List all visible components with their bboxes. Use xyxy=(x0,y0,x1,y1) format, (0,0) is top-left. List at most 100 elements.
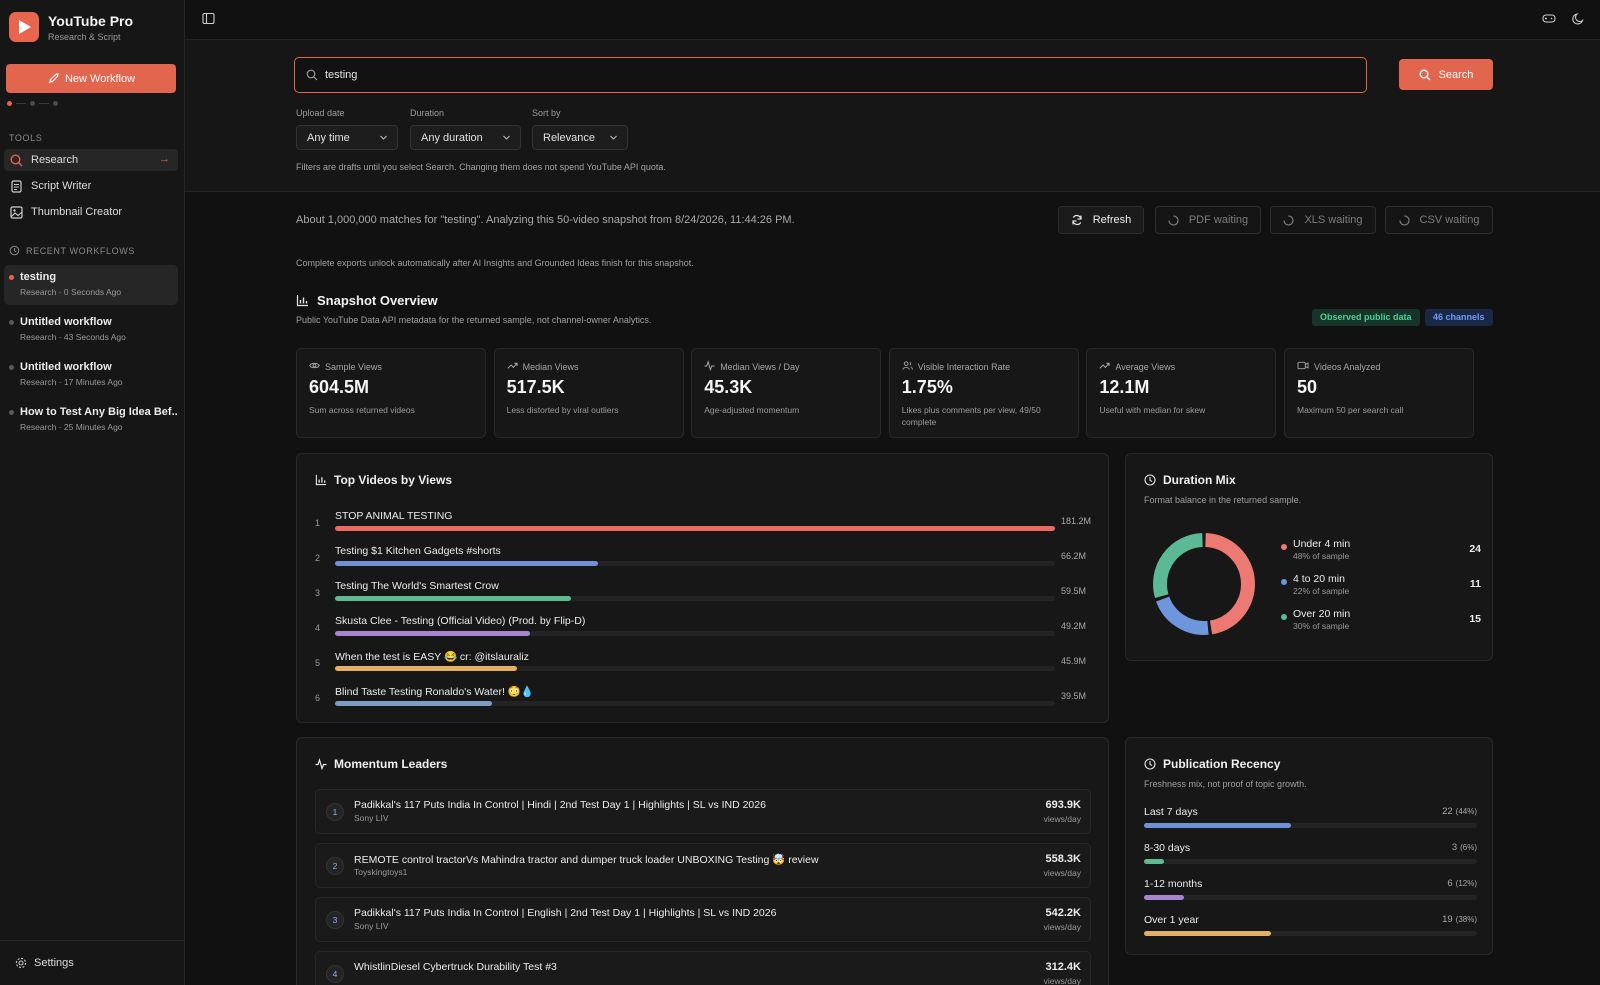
video-title: STOP ANIMAL TESTING xyxy=(335,510,453,522)
top-video-row[interactable]: 3 Testing The World's Smartest Crow 59.5M xyxy=(315,580,1086,614)
chevron-down-icon xyxy=(503,135,510,140)
recent-workflows-label: RECENT WORKFLOWS xyxy=(26,245,135,256)
stat-value: 50 xyxy=(1297,377,1318,397)
top-video-row[interactable]: 6 Blind Taste Testing Ronaldo's Water! 😳💧… xyxy=(315,685,1086,719)
gamepad-icon[interactable] xyxy=(1542,12,1556,28)
recency-label: Over 1 year xyxy=(1144,914,1199,926)
workflow-item[interactable]: How to Test Any Big Idea Bef... Research… xyxy=(4,400,178,440)
duration-legend-item: 4 to 20 min 22% of sample 11 xyxy=(1281,573,1481,603)
stat-label-text: Median Views / Day xyxy=(720,361,800,372)
refresh-button[interactable]: Refresh xyxy=(1058,206,1144,234)
stat-label-text: Sample Views xyxy=(325,361,382,372)
sort-by-label: Sort by xyxy=(532,108,561,118)
video-title: Blind Taste Testing Ronaldo's Water! 😳💧 xyxy=(335,686,534,698)
top-video-row[interactable]: 1 STOP ANIMAL TESTING 181.2M xyxy=(315,510,1091,544)
top-video-row[interactable]: 5 When the test is EASY 😂 cr: @itslaurali… xyxy=(315,650,1086,684)
workflow-item[interactable]: Untitled workflow Research · 17 Minutes … xyxy=(4,355,178,395)
stat-card: Median Views / Day 45.3K Age-adjusted mome… xyxy=(691,348,882,438)
step-dots xyxy=(7,101,58,106)
recency-row: 1-12 months 6 (12%) xyxy=(1144,878,1477,910)
workflow-item[interactable]: Untitled workflow Research · 43 Seconds … xyxy=(4,310,178,350)
donut-slice[interactable] xyxy=(1153,533,1204,599)
recency-count-percent: (44%) xyxy=(1455,807,1477,816)
search-input[interactable] xyxy=(325,66,1325,84)
stat-value: 45.3K xyxy=(704,377,753,397)
brand[interactable]: YouTube Pro Research & Script xyxy=(8,10,178,46)
views-per-day-unit: views/day xyxy=(1043,868,1081,878)
donut-slice[interactable] xyxy=(1204,533,1255,635)
donut-slice[interactable] xyxy=(1156,596,1209,635)
sidebar-item-research[interactable]: Research → xyxy=(4,149,178,171)
stat-label: Median Views xyxy=(507,360,579,373)
duration-percent: 30% of sample xyxy=(1293,621,1350,631)
pdf-export-label: PDF waiting xyxy=(1188,214,1249,226)
rank-number: 2 xyxy=(315,553,321,563)
bar-track xyxy=(335,631,1055,636)
users-icon xyxy=(902,360,913,373)
sidebar-item-label: Research xyxy=(31,154,79,166)
sort-by-value: Relevance xyxy=(543,132,595,144)
bar-track xyxy=(335,666,1055,671)
views-per-day-unit: views/day xyxy=(1043,976,1081,985)
bar-track xyxy=(335,561,1055,566)
moon-icon[interactable] xyxy=(1572,12,1585,28)
top-videos-title-text: Top Videos by Views xyxy=(334,473,453,487)
duration-mix-title-text: Duration Mix xyxy=(1163,473,1236,487)
search-box xyxy=(294,57,1367,93)
stat-label: Average Views xyxy=(1099,360,1175,373)
workflow-meta: Research · 17 Minutes Ago xyxy=(20,377,123,387)
sort-by-select[interactable]: Relevance xyxy=(532,125,628,150)
sidebar-item-script-writer[interactable]: Script Writer xyxy=(4,175,178,197)
duration-mix-card: Duration Mix Format balance in the retur… xyxy=(1125,453,1493,661)
new-workflow-button[interactable]: New Workflow xyxy=(6,64,176,93)
momentum-title: Momentum Leaders xyxy=(315,757,447,771)
top-video-row[interactable]: 4 Skusta Clee - Testing (Official Video) … xyxy=(315,615,1086,649)
rank-number: 6 xyxy=(315,693,321,703)
sidebar: YouTube Pro Research & Script New Workfl… xyxy=(0,0,185,985)
refresh-icon xyxy=(1072,215,1082,225)
momentum-row[interactable]: 1 Padikkal's 117 Puts India In Control | … xyxy=(315,789,1091,834)
upload-date-select[interactable]: Any time xyxy=(296,125,398,150)
channel-name: Sony LIV xyxy=(354,813,389,823)
search-button[interactable]: Search xyxy=(1399,59,1493,90)
sidebar-toggle-icon[interactable] xyxy=(202,12,215,28)
video-title: Testing The World's Smartest Crow xyxy=(335,580,499,592)
search-icon xyxy=(1419,69,1431,80)
momentum-row[interactable]: 3 Padikkal's 117 Puts India In Control | … xyxy=(315,897,1091,942)
workflow-meta: Research · 25 Minutes Ago xyxy=(20,422,123,432)
overview-title: Snapshot Overview xyxy=(296,293,438,308)
momentum-row[interactable]: 4 WhistlinDiesel Cybertruck Durability Te… xyxy=(315,951,1091,985)
pdf-export-button[interactable]: PDF waiting xyxy=(1155,206,1261,234)
pulse-icon xyxy=(315,758,327,770)
refresh-label: Refresh xyxy=(1092,214,1132,226)
spinner-icon xyxy=(1168,214,1179,226)
recency-title: Publication Recency xyxy=(1144,757,1280,771)
recent-workflows-header: RECENT WORKFLOWS xyxy=(9,245,135,256)
duration-value: Any duration xyxy=(421,132,483,144)
stat-note: Maximum 50 per search call xyxy=(1297,405,1404,415)
video-title: WhistlinDiesel Cybertruck Durability Tes… xyxy=(354,961,557,973)
play-logo-icon xyxy=(9,12,39,42)
settings-button[interactable]: Settings xyxy=(0,940,185,985)
duration-donut-chart xyxy=(1153,533,1255,635)
bar-track xyxy=(1144,823,1477,828)
rocket-icon xyxy=(48,72,59,83)
filter-note: Filters are drafts until you select Sear… xyxy=(296,162,666,172)
overview-title-text: Snapshot Overview xyxy=(317,293,438,308)
sidebar-item-label: Script Writer xyxy=(31,180,92,192)
stat-note: Likes plus comments per view, 49/50 comp… xyxy=(901,405,1041,427)
xls-export-button[interactable]: XLS waiting xyxy=(1270,206,1376,234)
workflow-item[interactable]: testing Research · 0 Seconds Ago xyxy=(4,265,178,305)
momentum-row[interactable]: 2 REMOTE control tractorVs Mahindra tract… xyxy=(315,843,1091,888)
recency-label: Last 7 days xyxy=(1144,806,1198,818)
csv-export-button[interactable]: CSV waiting xyxy=(1385,206,1493,234)
views-per-day-unit: views/day xyxy=(1043,922,1081,932)
top-video-row[interactable]: 2 Testing $1 Kitchen Gadgets #shorts 66.2M xyxy=(315,545,1086,579)
stat-label-text: Median Views xyxy=(522,361,579,372)
stat-card: Sample Views 604.5M Sum across returned vi… xyxy=(296,348,486,438)
duration-select[interactable]: Any duration xyxy=(410,125,521,150)
duration-name: Under 4 min xyxy=(1293,538,1351,550)
main-content: About 1,000,000 matches for "testing". A… xyxy=(185,192,1600,985)
sidebar-item-thumbnail-creator[interactable]: Thumbnail Creator xyxy=(4,201,178,223)
